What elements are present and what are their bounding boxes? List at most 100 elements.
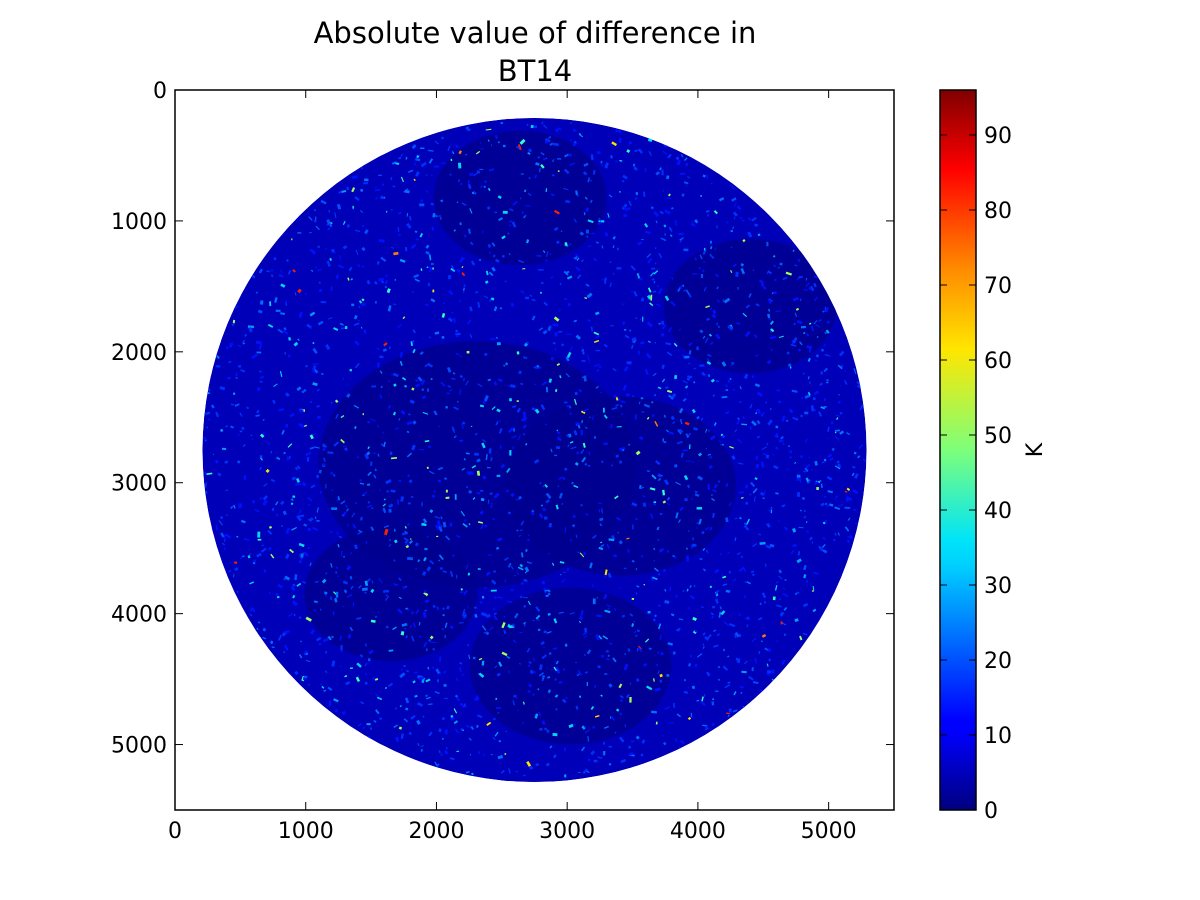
speckle (470, 725, 475, 731)
speckle (474, 613, 478, 618)
speckle (370, 461, 373, 466)
speckle (706, 358, 709, 361)
speckle (705, 549, 709, 554)
speckle (629, 682, 632, 685)
speckle (418, 635, 422, 638)
speckle (384, 280, 389, 285)
speckle (417, 559, 421, 563)
speckle (354, 362, 360, 369)
speckle (500, 769, 505, 774)
speckle (395, 427, 400, 430)
speckle (539, 167, 541, 173)
speckle (342, 245, 348, 250)
speckle (609, 261, 612, 264)
speckle (206, 472, 213, 476)
speckle (460, 355, 462, 357)
speckle (547, 689, 552, 694)
speckle (451, 377, 456, 380)
speckle (455, 332, 461, 336)
speckle (674, 556, 677, 559)
speckle (325, 483, 327, 489)
speckle (520, 552, 524, 558)
speckle (466, 319, 472, 325)
speckle (421, 388, 424, 391)
speckle (469, 172, 474, 177)
speckle (699, 364, 705, 367)
speckle (537, 628, 541, 632)
speckle (709, 253, 715, 259)
speckle (497, 755, 504, 760)
speckle (550, 448, 553, 453)
speckle (519, 138, 526, 145)
speckle (451, 264, 455, 270)
speckle (810, 325, 814, 332)
speckle (639, 277, 643, 281)
speckle (302, 552, 305, 555)
speckle (327, 451, 334, 455)
speckle (278, 408, 285, 412)
speckle (702, 646, 705, 650)
speckle (434, 331, 440, 335)
speckle (309, 434, 314, 440)
speckle (402, 316, 406, 320)
speckle (307, 496, 313, 502)
speckle (709, 341, 714, 346)
speckle (713, 644, 719, 648)
speckle (527, 538, 530, 542)
speckle (482, 475, 487, 480)
speckle (322, 443, 326, 448)
speckle (819, 382, 823, 386)
speckle (375, 196, 378, 200)
speckle (643, 403, 650, 408)
speckle (292, 594, 296, 599)
speckle (638, 484, 642, 489)
speckle (653, 567, 659, 572)
speckle (641, 486, 645, 490)
speckle (618, 190, 621, 193)
speckle (636, 678, 640, 682)
speckle (621, 303, 624, 306)
speckle (800, 325, 807, 329)
speckle (691, 543, 697, 548)
speckle (310, 629, 316, 635)
speckle (280, 500, 285, 506)
speckle (437, 525, 443, 532)
speckle (649, 513, 654, 519)
speckle (512, 200, 518, 206)
speckle (527, 192, 532, 196)
speckle (519, 631, 523, 634)
speckle (590, 706, 595, 710)
speckle (550, 356, 554, 361)
speckle (344, 675, 348, 678)
speckle (384, 595, 390, 602)
speckle (476, 170, 481, 174)
speckle (496, 342, 501, 346)
speckle (251, 499, 256, 504)
speckle (809, 536, 813, 541)
speckle (548, 552, 550, 555)
speckle (399, 705, 402, 707)
speckle (466, 128, 471, 132)
speckle (456, 201, 459, 204)
speckle (337, 264, 344, 269)
speckle (687, 606, 691, 610)
speckle (423, 590, 427, 594)
speckle (694, 219, 699, 224)
speckle (839, 384, 842, 387)
speckle (554, 454, 558, 457)
speckle (854, 473, 859, 479)
speckle (530, 670, 533, 674)
speckle (816, 486, 819, 490)
speckle (352, 523, 357, 529)
speckle (755, 456, 759, 461)
speckle (398, 726, 403, 730)
speckle (549, 745, 553, 749)
speckle (687, 716, 692, 721)
speckle (537, 688, 540, 691)
speckle (420, 745, 425, 747)
speckle (582, 442, 586, 448)
speckle (393, 528, 396, 532)
speckle (322, 637, 329, 643)
speckle (455, 352, 460, 356)
speckle (410, 243, 417, 250)
